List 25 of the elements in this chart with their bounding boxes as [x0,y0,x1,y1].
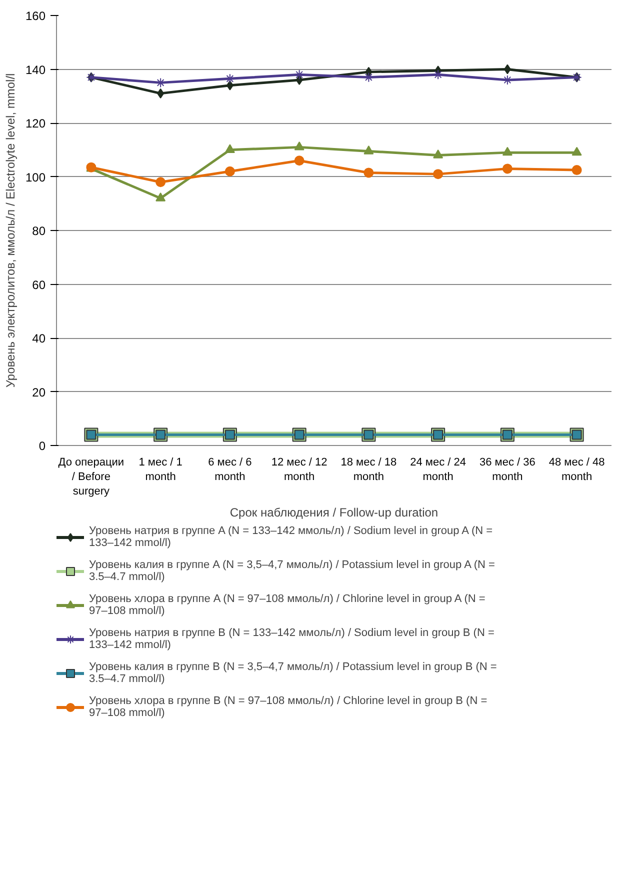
legend-label: Уровень хлора в группе B (N = 97–108 ммоль/л) / Chlorine level in group B (N = 97–108 mmol/l) [89,694,488,721]
x-tick-label: До операции / Before surgery [58,456,124,498]
legend-label: Уровень хлора в группе A (N = 97–108 ммоль/л) / Chlorine level in group A (N = 97–108 mmol/l) [89,592,486,619]
x-tick-label: 1 мес / 1 month [138,456,182,483]
x-tick-label: 6 мес / 6 month [208,456,252,483]
legend-label: Уровень натрия в группе B (N = 133–142 ммоль/л) / Sodium level in group B (N = 133–142 mmol/l) [89,626,494,653]
x-tick-label: 24 мес / 24 month [410,456,466,483]
y-tick-label: 140 [25,62,46,77]
y-tick-label: 160 [25,9,46,23]
legend-label: Уровень калия в группе B (N = 3,5–4,7 ммоль/л) / Potassium level in group B (N = 3.5–4.7 mmol/l) [89,660,497,687]
x-tick-label: 18 мес / 18 month [340,456,397,483]
y-tick-label: 40 [32,332,46,346]
y-tick-label: 80 [32,224,46,238]
legend-label: Уровень натрия в группе A (N = 133–142 ммоль/л) / Sodium level in group A (N = 133–142 mmol/l) [89,524,493,551]
y-tick-label: 20 [32,385,46,400]
x-tick-label: 36 мес / 36 month [480,456,536,483]
x-tick-label: 48 мес / 48 month [548,456,605,483]
x-tick-label: 12 мес / 12 month [271,456,328,483]
y-tick-label: 0 [38,439,46,453]
y-axis-title: Уровень электролитов, ммоль/л / Electrolyte level, mmol/l [3,73,18,388]
y-tick-label: 60 [32,278,46,292]
y-tick-label: 120 [25,116,46,130]
x-axis-title: Срок наблюдения / Follow-up duration [230,505,438,520]
legend-label: Уровень калия в группе A (N = 3,5–4,7 ммоль/л) / Potassium level in group A (N = 3.5–4.7 mmol/l) [89,558,495,585]
y-tick-label: 100 [25,170,46,184]
